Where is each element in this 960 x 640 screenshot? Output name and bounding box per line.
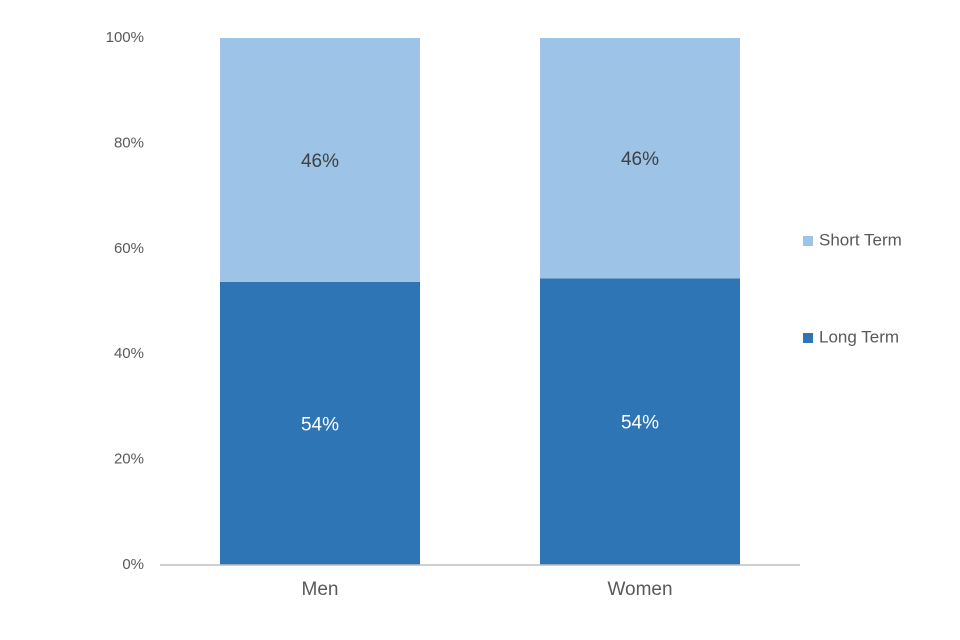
legend-label: Long Term bbox=[819, 327, 899, 346]
x-tick-label: Men bbox=[302, 579, 339, 600]
bar-segment bbox=[540, 38, 740, 279]
bar-segment bbox=[540, 278, 740, 565]
value-label: 54% bbox=[621, 413, 659, 434]
y-tick-label: 40% bbox=[114, 345, 144, 362]
value-label: 46% bbox=[301, 151, 339, 172]
y-tick-label: 20% bbox=[114, 451, 144, 468]
y-tick-label: 100% bbox=[106, 29, 144, 46]
bar-segment bbox=[220, 38, 420, 283]
y-tick-label: 0% bbox=[122, 556, 144, 573]
x-tick-label: Women bbox=[607, 579, 672, 600]
value-label: 46% bbox=[621, 149, 659, 170]
legend-swatch bbox=[803, 333, 813, 343]
value-label: 54% bbox=[301, 415, 339, 436]
y-tick-label: 80% bbox=[114, 134, 144, 151]
bar-segment bbox=[220, 282, 420, 565]
y-tick-label: 60% bbox=[114, 240, 144, 257]
legend-swatch bbox=[803, 236, 813, 246]
legend-label: Short Term bbox=[819, 230, 902, 249]
